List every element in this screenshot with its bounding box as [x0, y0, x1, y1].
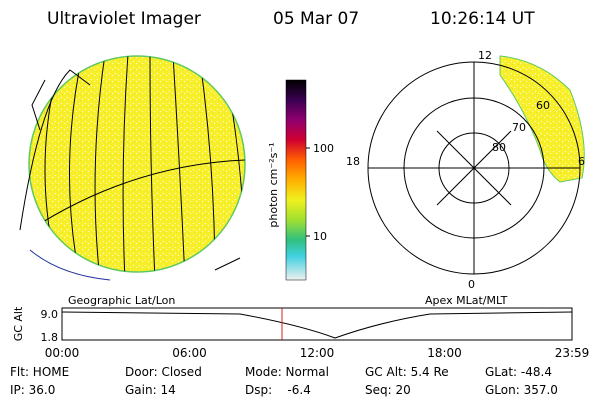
x-tick-label: 00:00: [45, 346, 80, 360]
status-field: Gain: 14: [125, 383, 176, 397]
colorbar: [285, 79, 307, 281]
colorbar-tick-label: 10: [313, 230, 327, 243]
polar-plot: [367, 55, 585, 275]
colorbar-tick-label: 100: [313, 142, 334, 155]
status-field: Dsp: -6.4: [245, 383, 311, 397]
y-tick-label: 9.0: [41, 308, 59, 321]
y-tick-label: 1.8: [41, 331, 59, 344]
x-tick-label: 06:00: [172, 346, 207, 360]
polar-label: 12: [478, 49, 492, 62]
ring-label: 60: [536, 99, 550, 112]
earth-image: [19, 55, 246, 281]
status-field: GLon: 357.0: [485, 383, 558, 397]
x-tick-label: 18:00: [427, 346, 462, 360]
polar-label: 18: [346, 155, 360, 168]
caption: Geographic Lat/Lon: [68, 294, 175, 307]
axis-label: GC Alt: [12, 306, 25, 341]
title: Ultraviolet Imager: [47, 9, 201, 29]
x-tick-label: 12:00: [300, 346, 335, 360]
status-field: Mode: Normal: [245, 365, 329, 379]
status-field: IP: 36.0: [10, 383, 55, 397]
date: 05 Mar 07: [273, 9, 359, 29]
ring-label: 80: [492, 141, 506, 154]
x-tick-label: 23:59: [555, 346, 590, 360]
colorbar-label: photon cm⁻²s⁻¹: [267, 142, 280, 227]
status-field: Door: Closed: [125, 365, 202, 379]
polar-label: 6: [578, 155, 585, 168]
status-field: GC Alt: 5.4 Re: [365, 365, 449, 379]
altitude-plot: [61, 307, 573, 341]
caption: Apex MLat/MLT: [425, 294, 508, 307]
time: 10:26:14 UT: [430, 9, 535, 29]
ring-label: 70: [512, 121, 526, 134]
status-field: Flt: HOME: [10, 365, 69, 379]
status-field: Seq: 20: [365, 383, 411, 397]
polar-label: 0: [468, 278, 475, 291]
status-field: GLat: -48.4: [485, 365, 552, 379]
